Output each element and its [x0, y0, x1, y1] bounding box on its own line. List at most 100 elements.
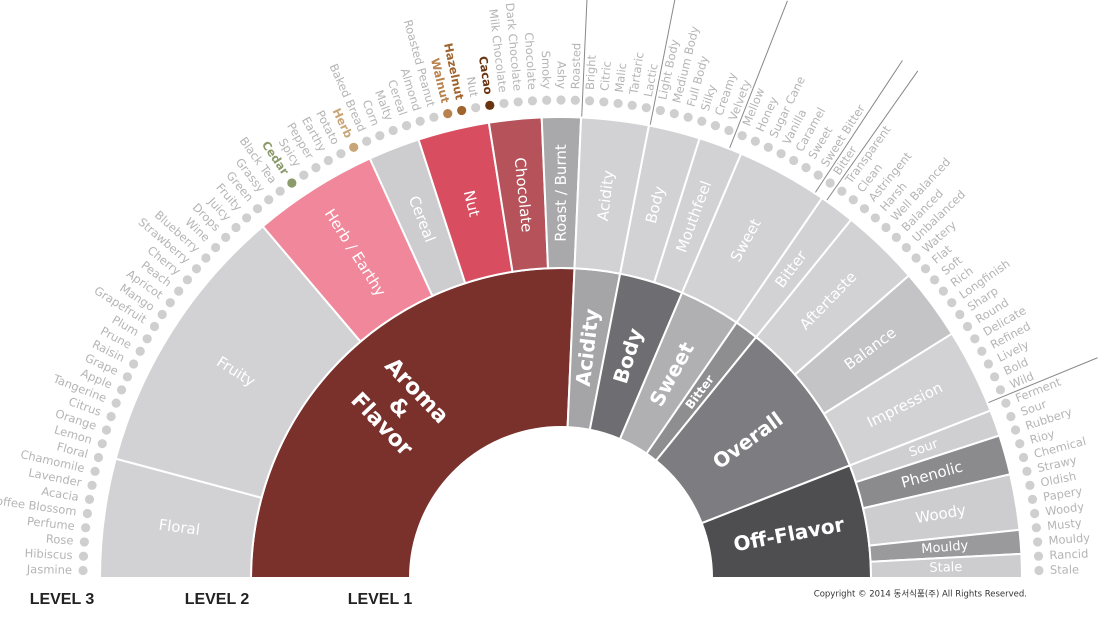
- level3-dot: [750, 136, 760, 146]
- level3-dot: [211, 242, 221, 253]
- level3-label: Acacia: [40, 484, 79, 504]
- level3-dot: [627, 100, 637, 110]
- level3-label: Bright: [583, 54, 599, 90]
- segments: [98, 0, 1098, 579]
- level2-label: Mouldy: [921, 538, 969, 557]
- level3-dot: [122, 372, 132, 382]
- level3-dot: [165, 298, 175, 308]
- level3-dot: [920, 264, 931, 274]
- level3-label: Rancid: [1049, 546, 1089, 562]
- level3-label: Roasted: [568, 43, 583, 90]
- level3-dot: [275, 186, 285, 196]
- level3-dot: [1001, 398, 1011, 408]
- level3-label: Papery: [1042, 484, 1083, 504]
- level3-label: Malic: [612, 62, 629, 93]
- level3-dot: [655, 105, 665, 116]
- level3-dot: [287, 178, 297, 188]
- level3-dot: [1031, 523, 1041, 533]
- level3-dot: [401, 121, 412, 131]
- level3-dot: [983, 359, 993, 369]
- level3-dot: [947, 298, 957, 308]
- level3-dot: [990, 372, 1000, 382]
- level3-dot: [81, 523, 91, 533]
- level3-dot: [252, 204, 263, 214]
- level3-dot: [556, 95, 566, 105]
- level3-dot: [825, 178, 835, 188]
- copyright: Copyright © 2014 동서식품(주) All Rights Rese…: [814, 590, 1027, 600]
- level3-dot: [299, 170, 309, 180]
- level3-dot: [1010, 425, 1021, 435]
- level3-dot: [79, 537, 89, 547]
- level3-dot: [174, 286, 184, 296]
- level3-dot: [135, 346, 145, 356]
- level3-dot: [362, 136, 372, 146]
- level3-dot: [697, 116, 707, 126]
- level3-dot: [737, 131, 747, 141]
- level3-dot: [106, 411, 116, 422]
- level3-dot: [848, 195, 858, 205]
- level3-label: Oldish: [1039, 469, 1077, 490]
- level3-dot: [599, 97, 609, 107]
- level-label: LEVEL 3: [30, 591, 95, 608]
- level2-label: Nut: [460, 188, 484, 218]
- level3-dot: [1030, 508, 1040, 519]
- level3-dot: [129, 359, 139, 369]
- level3-label: Woody: [1045, 499, 1086, 518]
- level3-dot: [336, 149, 346, 159]
- level3-label: Stale: [1050, 562, 1079, 576]
- level3-label: Lactic: [641, 62, 661, 98]
- level3-dot: [837, 186, 847, 196]
- level3-label: Smoky: [539, 50, 554, 89]
- level3-dot: [859, 204, 870, 214]
- level2-label: Acidity: [594, 169, 618, 222]
- level3-dot: [349, 142, 359, 152]
- level3-dot: [641, 103, 651, 113]
- level3-dot: [82, 508, 92, 519]
- level3-dot: [111, 398, 121, 408]
- level3-label: Nut: [464, 75, 482, 98]
- level3-dot: [763, 142, 773, 152]
- level3-dot: [499, 98, 509, 109]
- level3-dot: [724, 125, 734, 136]
- level3-dot: [995, 385, 1006, 395]
- level3-label: Hibiscus: [24, 546, 73, 562]
- level2-label: Floral: [158, 516, 201, 539]
- level2-label: Roast / Burnt: [552, 144, 570, 242]
- level3-dot: [182, 275, 193, 285]
- level3-label: Cacao: [476, 55, 496, 95]
- level3-dot: [191, 264, 202, 274]
- level3-dot: [415, 116, 425, 126]
- level3-dot: [542, 95, 552, 105]
- level3-label: Musty: [1046, 515, 1082, 533]
- level-label: LEVEL 2: [185, 591, 250, 608]
- level3-dot: [1006, 411, 1016, 422]
- level3-dot: [683, 112, 693, 122]
- level3-dot: [710, 121, 721, 131]
- level3-dot: [891, 232, 901, 242]
- level3-dot: [1022, 466, 1032, 476]
- level2-segment: [869, 552, 1024, 579]
- level3-dot: [157, 309, 167, 320]
- level3-dot: [116, 385, 127, 395]
- level3-dot: [311, 162, 321, 173]
- level3-dot: [485, 100, 495, 110]
- group-separator: [988, 357, 1098, 404]
- level3-dot: [955, 309, 965, 320]
- level3-label: Chocolate: [522, 32, 539, 90]
- level3-dot: [1027, 494, 1038, 504]
- level2-label: Stale: [929, 560, 962, 576]
- level3-dot: [929, 275, 940, 285]
- level3-dot: [93, 452, 104, 463]
- level3-dot: [375, 131, 385, 141]
- level3-dot: [1015, 439, 1025, 449]
- level3-dot: [264, 195, 274, 205]
- level3-dot: [471, 103, 481, 113]
- level3-dot: [527, 96, 538, 106]
- level3-dot: [970, 334, 980, 344]
- level3-dot: [101, 425, 112, 435]
- level3-dot: [87, 480, 97, 490]
- level3-dot: [1033, 551, 1044, 561]
- level3-dot: [513, 97, 523, 107]
- level3-dot: [142, 334, 152, 344]
